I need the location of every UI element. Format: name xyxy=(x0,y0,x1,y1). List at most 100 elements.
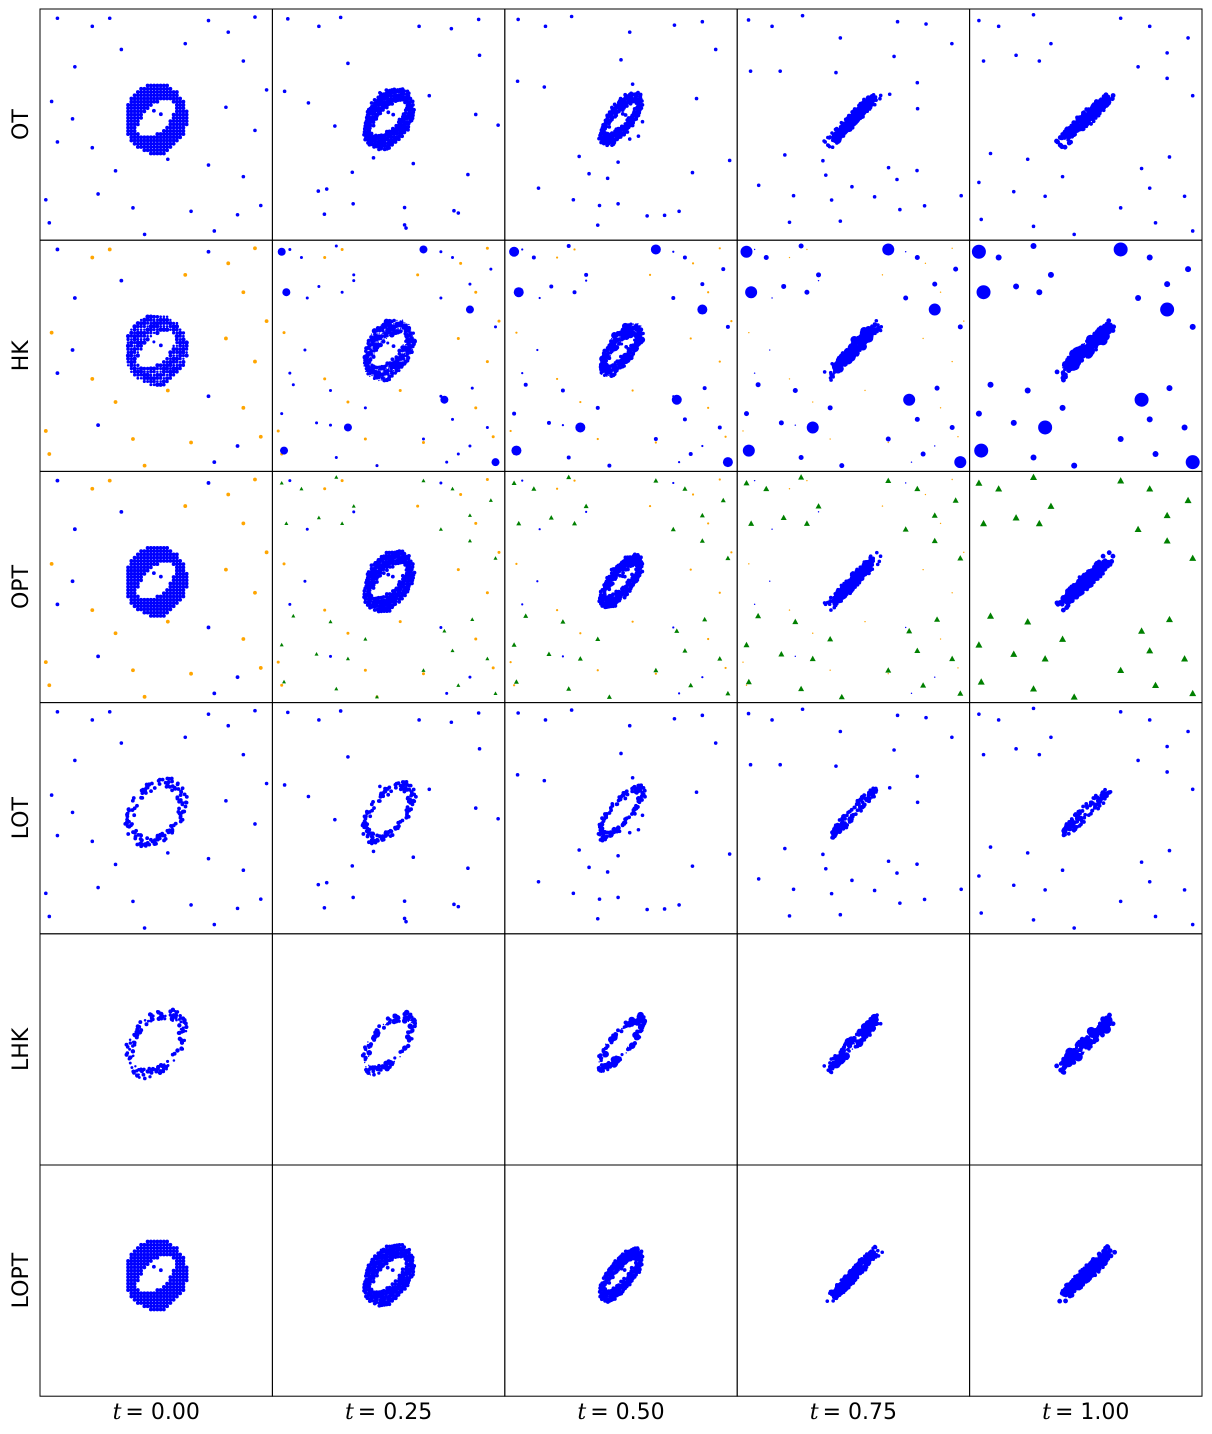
point-cloud xyxy=(829,608,833,612)
outlier-destroyed xyxy=(963,551,965,554)
point-cloud xyxy=(384,592,389,596)
outlier-created xyxy=(920,682,927,688)
point-cloud xyxy=(165,148,170,153)
point-cloud xyxy=(165,128,170,133)
point-cloud xyxy=(148,138,153,143)
outlier-destroyed xyxy=(474,406,478,410)
point-cloud xyxy=(175,341,179,345)
point-cloud xyxy=(173,787,178,791)
outlier-destroyed xyxy=(585,279,588,282)
point-cloud xyxy=(165,356,169,361)
point-cloud xyxy=(139,607,143,612)
point-cloud xyxy=(856,351,860,355)
point-cloud xyxy=(855,347,860,351)
outlier-created xyxy=(566,243,571,248)
outlier-point xyxy=(1037,59,1042,63)
point-cloud xyxy=(142,109,147,114)
point-cloud xyxy=(165,782,170,787)
point-cloud xyxy=(1069,355,1074,361)
point-cloud xyxy=(603,358,609,363)
point-cloud xyxy=(401,357,406,361)
outlier-created xyxy=(721,267,726,272)
point-cloud xyxy=(145,604,150,609)
point-cloud xyxy=(1083,343,1086,345)
point-cloud xyxy=(396,319,398,322)
point-cloud xyxy=(847,349,851,353)
point-cloud xyxy=(132,327,137,332)
outlier-created xyxy=(725,555,731,561)
outlier-point xyxy=(542,85,547,89)
point-cloud xyxy=(129,109,134,114)
point-cloud xyxy=(181,591,186,596)
point-cloud xyxy=(369,342,372,344)
point-cloud xyxy=(178,591,183,596)
outlier-destroyed xyxy=(521,248,524,251)
point-cloud xyxy=(169,823,173,828)
point-cloud xyxy=(139,93,143,98)
outlier-created xyxy=(343,423,352,432)
point-cloud xyxy=(132,813,137,818)
point-cloud xyxy=(135,116,140,120)
point-cloud xyxy=(162,325,166,328)
point-cloud xyxy=(871,556,875,561)
point-cloud xyxy=(178,109,183,114)
outlier-destroyed xyxy=(922,337,924,340)
panel-ot-t3 xyxy=(736,8,971,241)
outlier-destroyed xyxy=(226,261,231,266)
point-cloud xyxy=(1089,568,1095,574)
outlier-point xyxy=(1043,194,1047,199)
point-cloud xyxy=(181,116,186,120)
outlier-created xyxy=(743,479,750,486)
point-cloud xyxy=(156,380,159,383)
outlier-created xyxy=(1117,477,1125,484)
outlier-created xyxy=(755,382,761,388)
point-cloud xyxy=(152,99,157,104)
point-cloud xyxy=(1100,553,1106,559)
point-cloud xyxy=(406,332,409,335)
outlier-created xyxy=(485,425,489,429)
outlier-created xyxy=(282,679,287,684)
point-cloud xyxy=(619,340,622,343)
point-cloud xyxy=(165,379,169,384)
point-cloud xyxy=(171,327,176,332)
point-cloud xyxy=(145,138,150,143)
outlier-destroyed xyxy=(745,684,748,686)
outlier-destroyed xyxy=(521,372,524,375)
point-cloud xyxy=(125,334,131,339)
point-cloud xyxy=(158,594,163,599)
outlier-created xyxy=(949,655,956,662)
point-cloud xyxy=(142,379,146,384)
point-cloud xyxy=(142,604,147,609)
outlier-created xyxy=(906,627,913,634)
point-cloud xyxy=(637,345,639,347)
outlier-destroyed xyxy=(788,488,791,490)
point-cloud xyxy=(178,558,183,563)
point-cloud xyxy=(132,138,137,143)
point-cloud xyxy=(1086,574,1092,580)
outlier-created xyxy=(607,463,612,468)
panel-frame xyxy=(271,8,506,241)
point-cloud xyxy=(145,145,150,149)
point-cloud xyxy=(406,127,410,132)
point-cloud xyxy=(158,558,163,563)
point-cloud xyxy=(152,373,156,377)
point-cloud xyxy=(132,99,137,104)
panel-ot-t2 xyxy=(504,8,738,241)
point-cloud xyxy=(171,347,176,352)
outlier-destroyed xyxy=(235,675,240,680)
point-cloud xyxy=(148,148,153,153)
point-cloud xyxy=(136,367,140,370)
point-cloud xyxy=(142,607,147,612)
point-cloud xyxy=(178,343,183,348)
point-cloud xyxy=(1073,585,1078,591)
outlier-destroyed xyxy=(329,654,332,658)
point-cloud xyxy=(371,328,378,334)
point-cloud xyxy=(139,321,144,326)
outlier-destroyed xyxy=(55,602,60,607)
point-cloud xyxy=(152,555,157,560)
point-cloud xyxy=(403,560,408,565)
point-cloud xyxy=(165,321,169,325)
outlier-point xyxy=(322,212,327,216)
point-cloud xyxy=(152,314,156,319)
outlier-created xyxy=(838,693,845,700)
